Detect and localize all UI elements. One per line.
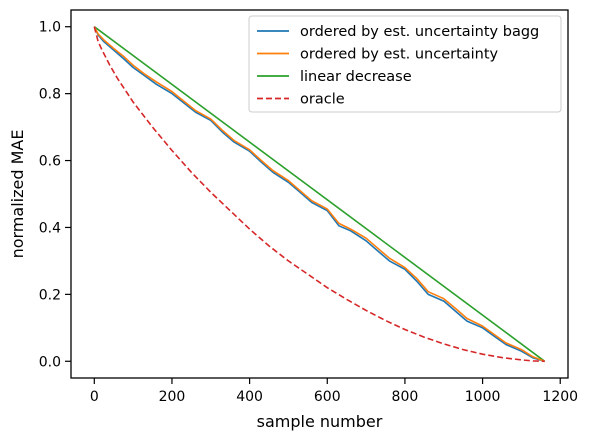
legend-label-0: ordered by est. uncertainty bagg <box>300 24 539 40</box>
x-tick-label: 600 <box>314 389 341 405</box>
legend: ordered by est. uncertainty bagg ordered … <box>248 15 562 113</box>
y-tick-label: 0.2 <box>39 287 61 303</box>
y-tick-label: 0.4 <box>39 220 61 236</box>
plot-frame <box>70 9 569 379</box>
legend-label-1: ordered by est. uncertainty <box>300 47 499 63</box>
legend-box <box>248 15 562 113</box>
ticks-layer: 0 200 400 600 800 1000 1200 0.0 0.2 0.4 0.6 0.8 1.0 <box>39 20 578 405</box>
x-tick-label: 200 <box>159 389 186 405</box>
x-axis-label: sample number <box>257 412 383 431</box>
x-tick-label: 800 <box>392 389 419 405</box>
x-tick-label: 1200 <box>542 389 578 405</box>
series-line-3 <box>93 26 545 363</box>
y-tick-label: 0.6 <box>39 154 61 170</box>
series-line-2 <box>93 26 546 362</box>
series-layer <box>93 26 546 363</box>
y-tick-label: 1.0 <box>39 20 61 36</box>
x-tick-label: 1000 <box>465 389 501 405</box>
x-tick-label: 0 <box>90 389 99 405</box>
y-axis-label: normalized MAE <box>8 130 27 259</box>
y-tick-label: 0.8 <box>39 87 61 103</box>
series-line-0 <box>93 26 545 363</box>
legend-label-3: oracle <box>300 92 345 108</box>
legend-label-2: linear decrease <box>300 69 412 85</box>
series-line-1 <box>93 26 545 363</box>
x-tick-label: 400 <box>236 389 263 405</box>
y-tick-label: 0.0 <box>39 354 61 370</box>
